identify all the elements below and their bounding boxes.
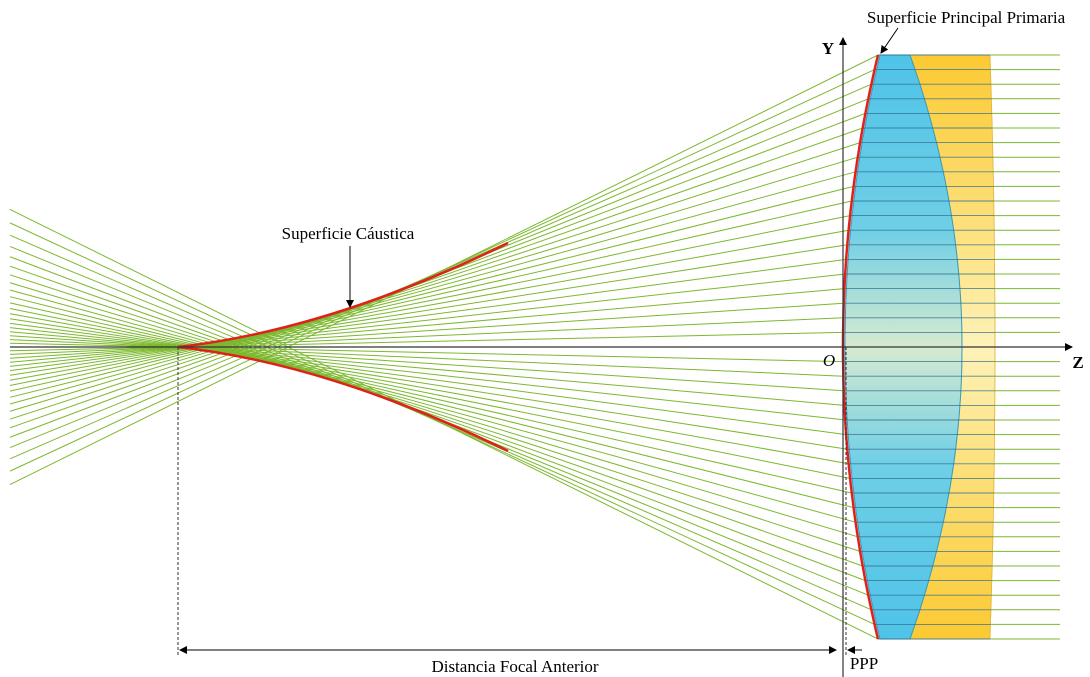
diagram: Superficie Principal Primaria Superficie… (0, 0, 1090, 677)
z-label: Z (1072, 353, 1083, 372)
ray-out (10, 309, 850, 479)
ray-out (10, 266, 863, 566)
ray-out (10, 297, 854, 508)
ray-out (10, 201, 852, 391)
ppp-label: PPP (850, 654, 878, 673)
ray-out (10, 303, 852, 493)
origin-label: O (823, 351, 835, 370)
ray-out (10, 157, 858, 411)
ray-out (10, 128, 863, 428)
ray-out (10, 143, 860, 420)
ray-out (10, 186, 854, 397)
principal-label: Superficie Principal Primaria (867, 8, 1066, 27)
ray-out (10, 323, 846, 434)
ray-out (10, 209, 878, 639)
ray-out (10, 283, 858, 537)
ray-out (10, 84, 871, 459)
ray-out (10, 216, 850, 386)
ray-out (10, 332, 844, 406)
ray-out (10, 289, 844, 363)
ray-out (10, 259, 846, 370)
focal-label: Distancia Focal Anterior (431, 657, 598, 676)
y-label: Y (822, 39, 834, 58)
principal-arrow (881, 28, 898, 53)
ray-out (10, 275, 860, 552)
caustic-label: Superficie Cáustica (282, 224, 415, 243)
